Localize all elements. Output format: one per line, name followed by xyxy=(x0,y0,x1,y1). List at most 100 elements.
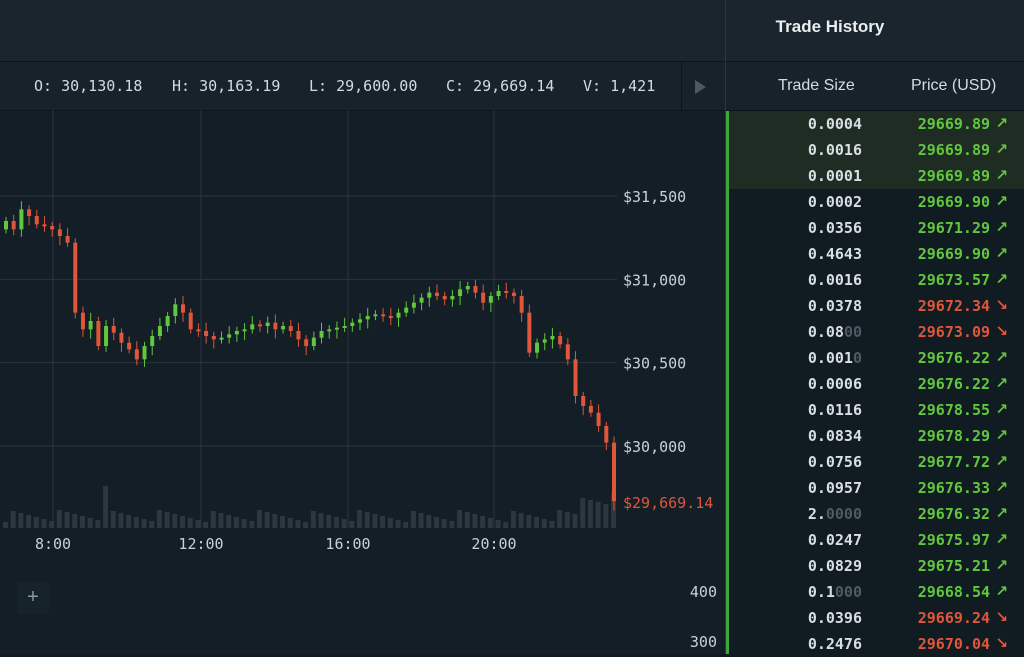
candle-body xyxy=(496,291,501,296)
trade-list[interactable]: 0.0004 29669.89 ↗ 0.0016 29669.89 ↗ 0.0001 2966… xyxy=(726,111,1024,654)
candle-body xyxy=(242,329,247,332)
trade-price: 29669.89 xyxy=(917,167,990,185)
arrow-up-right-icon: ↗ xyxy=(995,556,1008,574)
candle-body xyxy=(288,326,293,331)
trade-history-header: Trade History xyxy=(726,0,1024,62)
candle-body xyxy=(350,322,355,326)
volume-bar xyxy=(457,510,463,528)
arrow-up-right-icon: ↗ xyxy=(995,192,1008,210)
volume-bar xyxy=(449,521,455,528)
volume-bar xyxy=(79,516,85,528)
trade-size: 0.1000 xyxy=(807,583,862,601)
candle-body xyxy=(365,316,370,320)
arrow-down-right-icon: ↘ xyxy=(995,634,1008,652)
candle-body xyxy=(342,326,347,328)
volume-bar xyxy=(164,512,170,528)
candle-body xyxy=(57,229,62,236)
candle-body xyxy=(358,319,363,323)
candle-body xyxy=(157,326,162,336)
trade-price: 29676.22 xyxy=(917,349,990,367)
volume-bar xyxy=(156,510,162,528)
trade-size: 0.4643 xyxy=(807,245,862,263)
trade-price: 29676.32 xyxy=(917,505,990,523)
ohlcv-low: L: 29,600.00 xyxy=(309,77,418,95)
candle-body xyxy=(319,331,324,338)
volume-bar xyxy=(341,519,347,528)
ohlcv-open: O: 30,130.18 xyxy=(34,77,143,95)
trade-size: 0.0356 xyxy=(807,219,862,237)
arrow-up-right-icon: ↗ xyxy=(995,478,1008,496)
last-price-label: $29,669.14 xyxy=(623,494,713,512)
trade-row: 0.2476 29670.04 ↘ xyxy=(729,631,1024,657)
trade-price: 29675.97 xyxy=(917,531,990,549)
volume-bar xyxy=(372,514,378,528)
volume-bar xyxy=(510,511,516,528)
trade-row: 2.0000 29676.32 ↗ xyxy=(729,501,1024,527)
arrow-up-right-icon: ↗ xyxy=(995,244,1008,262)
volume-bar xyxy=(572,514,578,528)
volume-bar xyxy=(518,513,524,528)
volume-bar xyxy=(557,510,563,528)
trade-size: 0.0004 xyxy=(807,115,862,133)
volume-bar xyxy=(303,522,309,528)
trade-row: 0.0016 29669.89 ↗ xyxy=(729,137,1024,163)
volume-bar xyxy=(110,511,116,528)
candle-body xyxy=(565,344,570,360)
volume-bar xyxy=(33,517,39,528)
volume-bar xyxy=(49,521,55,528)
candle-body xyxy=(142,346,147,360)
play-icon[interactable] xyxy=(695,80,706,94)
candle-body xyxy=(404,307,409,313)
volume-bar xyxy=(326,515,332,528)
volume-bar xyxy=(272,514,278,528)
candle-body xyxy=(296,331,301,340)
candle-body xyxy=(80,312,85,330)
trade-size: 0.0957 xyxy=(807,479,862,497)
arrow-up-right-icon: ↗ xyxy=(995,140,1008,158)
col-trade-size[interactable]: Trade Size xyxy=(778,77,855,94)
arrow-up-right-icon: ↗ xyxy=(995,504,1008,522)
candle-body xyxy=(250,324,255,330)
candle-body xyxy=(50,226,55,230)
candle-body xyxy=(211,336,216,340)
candle-body xyxy=(481,292,486,303)
trade-price: 29669.89 xyxy=(917,141,990,159)
volume-bar xyxy=(264,512,270,528)
candle-body xyxy=(265,322,270,326)
trade-history-panel: Trade History Trade Size Price (USD) 0.0… xyxy=(726,0,1024,654)
arrow-up-right-icon: ↗ xyxy=(995,114,1008,132)
candle-body xyxy=(304,339,309,346)
candle-body xyxy=(535,342,540,353)
trade-row: 0.0829 29675.21 ↗ xyxy=(729,553,1024,579)
trade-price: 29676.33 xyxy=(917,479,990,497)
volume-bar xyxy=(418,513,424,528)
trade-size: 0.0002 xyxy=(807,193,862,211)
volume-bar xyxy=(172,514,178,528)
candle-body xyxy=(127,342,132,350)
volume-bar xyxy=(410,511,416,528)
volume-bar xyxy=(426,515,432,528)
volume-bar xyxy=(3,522,8,528)
volume-bar xyxy=(249,521,255,528)
volume-bar xyxy=(541,519,547,528)
price-chart[interactable]: $31,500 $31,000 $30,500 $30,000 $29,669.14 8… xyxy=(0,110,725,654)
add-indicator-button[interactable]: + xyxy=(17,582,49,614)
candle-body xyxy=(519,296,524,313)
volume-bar xyxy=(141,519,147,528)
trade-row: 0.0010 29676.22 ↗ xyxy=(729,345,1024,371)
candle-body xyxy=(273,322,278,330)
trade-price: 29669.90 xyxy=(917,245,990,263)
volume-bar xyxy=(18,513,24,528)
volume-bar xyxy=(10,511,16,528)
trade-size: 0.2476 xyxy=(807,635,862,653)
trade-price: 29673.57 xyxy=(917,271,990,289)
volume-bar xyxy=(64,512,70,528)
volume-bar xyxy=(226,515,232,528)
col-price[interactable]: Price (USD) xyxy=(911,77,997,94)
candle-body xyxy=(527,312,532,353)
trade-size: 0.0378 xyxy=(807,297,862,315)
arrow-down-right-icon: ↘ xyxy=(995,296,1008,314)
ohlcv-high: H: 30,163.19 xyxy=(172,77,281,95)
volume-bar xyxy=(495,520,501,528)
candle-body xyxy=(465,286,470,290)
